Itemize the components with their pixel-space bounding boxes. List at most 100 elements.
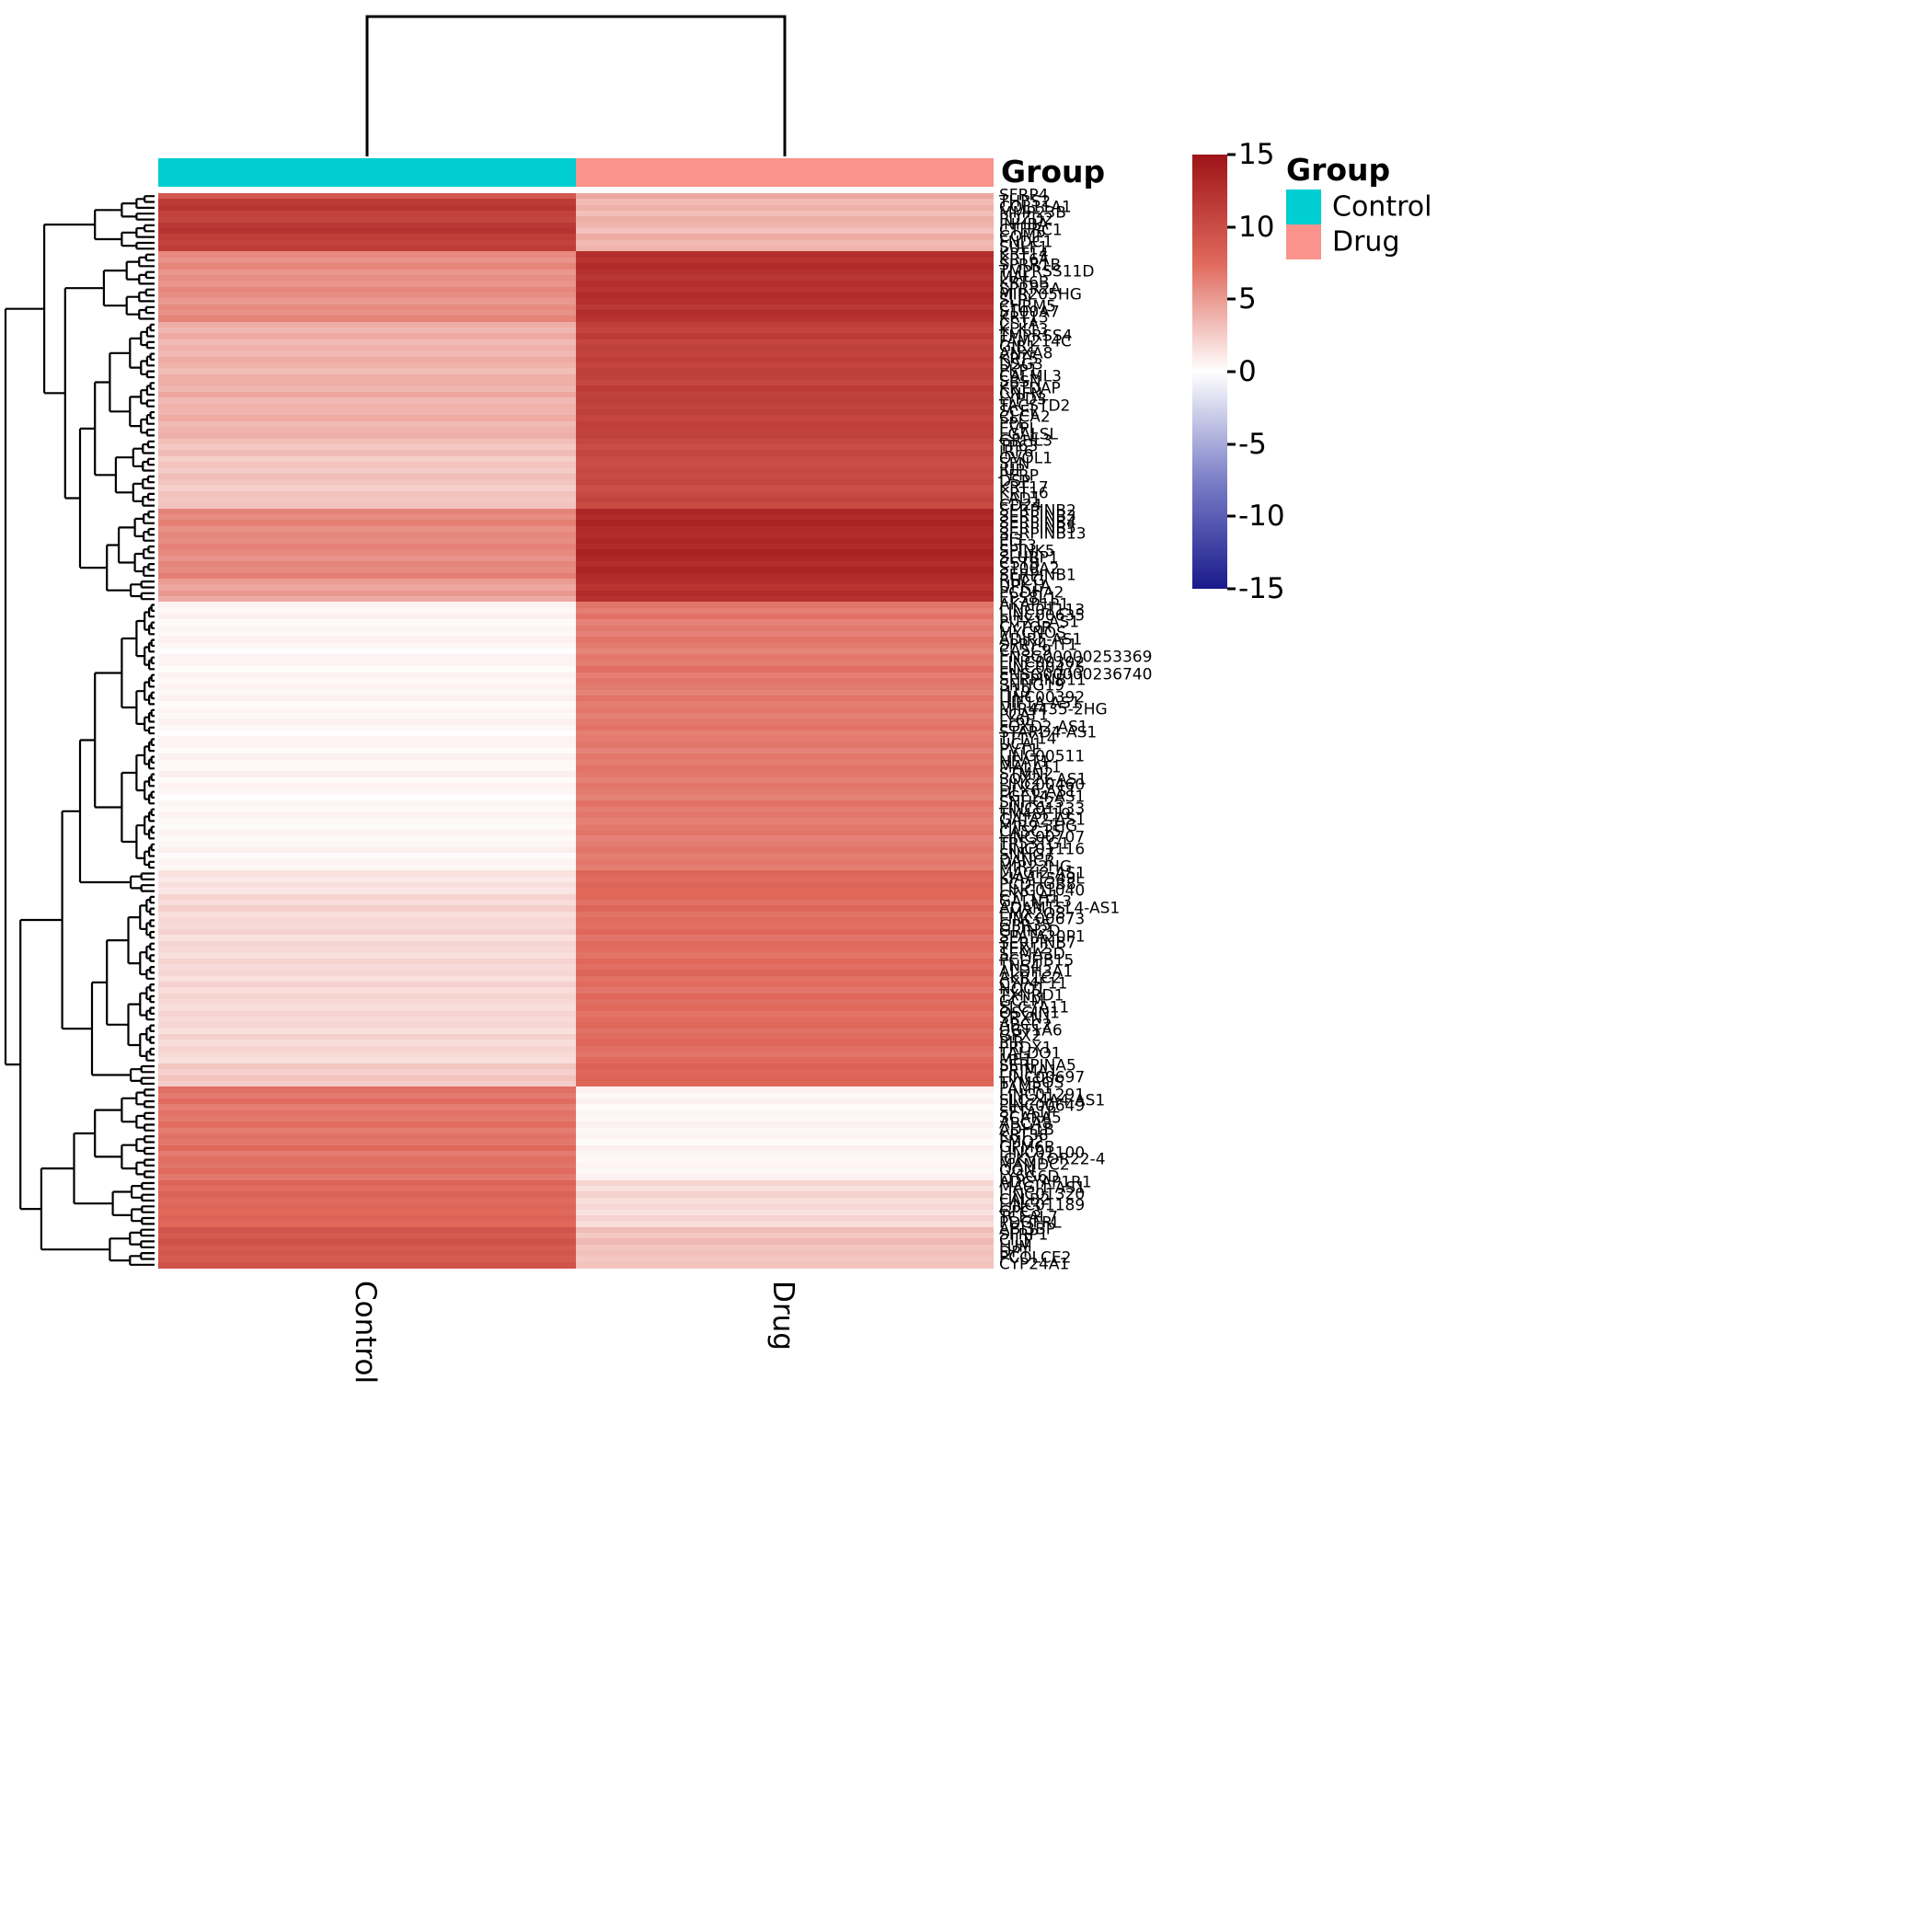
row-label: SERPINB2 <box>999 501 1076 521</box>
heatmap-cell-control <box>158 292 576 299</box>
heatmap-cell-control <box>158 689 576 696</box>
legend-swatch-control <box>1286 190 1321 224</box>
heatmap-cell-drug <box>576 900 994 907</box>
heatmap-cell-control <box>158 1063 576 1070</box>
heatmap-cell-drug <box>576 993 994 1000</box>
heatmap-row <box>158 771 994 778</box>
heatmap-cell-control <box>158 1261 576 1269</box>
heatmap-cell-control <box>158 560 576 568</box>
heatmap-cell-drug <box>576 380 994 387</box>
row-label: AKAP1P1 <box>999 595 1070 615</box>
row-label: CALB2 <box>999 1190 1051 1210</box>
heatmap-row <box>158 1144 994 1152</box>
heatmap-row <box>158 1092 994 1099</box>
heatmap-row <box>158 893 994 901</box>
heatmap-row <box>158 1244 994 1251</box>
heatmap-row <box>158 269 994 276</box>
row-label: SNHG19 <box>999 676 1065 695</box>
heatmap-cell-drug <box>576 783 994 790</box>
row-label: SCEL <box>999 402 1039 421</box>
row-label: PPL <box>999 414 1027 433</box>
heatmap-cell-control <box>158 584 576 592</box>
heatmap-cell-drug <box>576 1197 994 1204</box>
heatmap-cell-drug <box>576 578 994 585</box>
row-label: LINC01113 <box>999 601 1086 620</box>
heatmap-cell-drug <box>576 211 994 217</box>
heatmap-row <box>158 701 994 708</box>
row-label: HIF1A-AS1 <box>999 694 1081 713</box>
row-label: KRT6A <box>999 250 1050 270</box>
heatmap-body <box>158 193 994 1269</box>
heatmap-cell-control <box>158 426 576 433</box>
row-label: GPX2 <box>999 1027 1041 1046</box>
heatmap-row <box>158 712 994 719</box>
heatmap-row <box>158 555 994 562</box>
heatmap-cell-control <box>158 1214 576 1222</box>
heatmap-cell-control <box>158 1203 576 1211</box>
row-label: GPM6B <box>999 1138 1055 1157</box>
heatmap-cell-drug <box>576 1214 994 1222</box>
column-dendrogram <box>365 15 787 156</box>
heatmap-row <box>158 1040 994 1047</box>
row-label: LY6G6D <box>999 1167 1060 1187</box>
heatmap-cell-control <box>158 1186 576 1193</box>
heatmap-row <box>158 1179 994 1187</box>
heatmap-row <box>158 1098 994 1105</box>
heatmap-row <box>158 800 994 808</box>
heatmap-row <box>158 578 994 585</box>
heatmap-cell-drug <box>576 216 994 224</box>
heatmap-cell-drug <box>576 811 994 819</box>
row-label: TP63 <box>999 437 1039 456</box>
heatmap-row <box>158 462 994 468</box>
heatmap-row <box>158 602 994 609</box>
row-label: GPR35 <box>999 916 1052 936</box>
heatmap-cell-drug <box>576 666 994 673</box>
heatmap-cell-control <box>158 882 576 889</box>
row-label: SULF1 <box>999 238 1049 258</box>
heatmap-row <box>158 882 994 889</box>
heatmap-row <box>158 537 994 545</box>
heatmap-cell-drug <box>576 1080 994 1087</box>
row-label: CILP <box>999 1231 1033 1250</box>
heatmap-cell-drug <box>576 1232 994 1239</box>
row-label: ABCC2 <box>999 1016 1052 1035</box>
heatmap-cell-drug <box>576 508 994 515</box>
heatmap-cell-control <box>158 614 576 620</box>
heatmap-cell-control <box>158 631 576 638</box>
heatmap-row <box>158 900 994 907</box>
heatmap-row <box>158 328 994 334</box>
heatmap-cell-drug <box>576 1221 994 1228</box>
heatmap-cell-control <box>158 818 576 825</box>
heatmap-cell-control <box>158 408 576 416</box>
heatmap-cell-control <box>158 928 576 936</box>
row-label: KRT13 <box>999 308 1049 328</box>
heatmap-row <box>158 1109 994 1117</box>
row-label: DLX6-AS1 <box>999 782 1077 801</box>
heatmap-cell-drug <box>576 1028 994 1035</box>
heatmap-cell-control <box>158 228 576 236</box>
heatmap-cell-control <box>158 590 576 597</box>
heatmap-cell-drug <box>576 917 994 925</box>
heatmap-cell-drug <box>576 888 994 895</box>
heatmap-row <box>158 788 994 796</box>
heatmap-cell-drug <box>576 426 994 433</box>
heatmap-cell-drug <box>576 1139 994 1146</box>
heatmap-cell-drug <box>576 689 994 696</box>
heatmap-cell-control <box>158 712 576 719</box>
heatmap-row <box>158 1249 994 1257</box>
heatmap-cell-control <box>158 900 576 907</box>
heatmap-row <box>158 239 994 247</box>
heatmap-row <box>158 251 994 259</box>
heatmap-cell-control <box>158 286 576 293</box>
row-label: PKP1 <box>999 362 1039 381</box>
row-label: H19 <box>999 683 1031 702</box>
heatmap-cell-drug <box>576 654 994 661</box>
row-label: MALAT1 <box>999 758 1062 777</box>
row-label: JUP <box>999 461 1025 480</box>
heatmap-cell-drug <box>576 479 994 486</box>
heatmap-row <box>158 1162 994 1169</box>
heatmap-row <box>158 776 994 784</box>
row-label: LINC00649 <box>999 1097 1086 1116</box>
heatmap-cell-control <box>158 905 576 913</box>
heatmap-cell-drug <box>576 345 994 351</box>
